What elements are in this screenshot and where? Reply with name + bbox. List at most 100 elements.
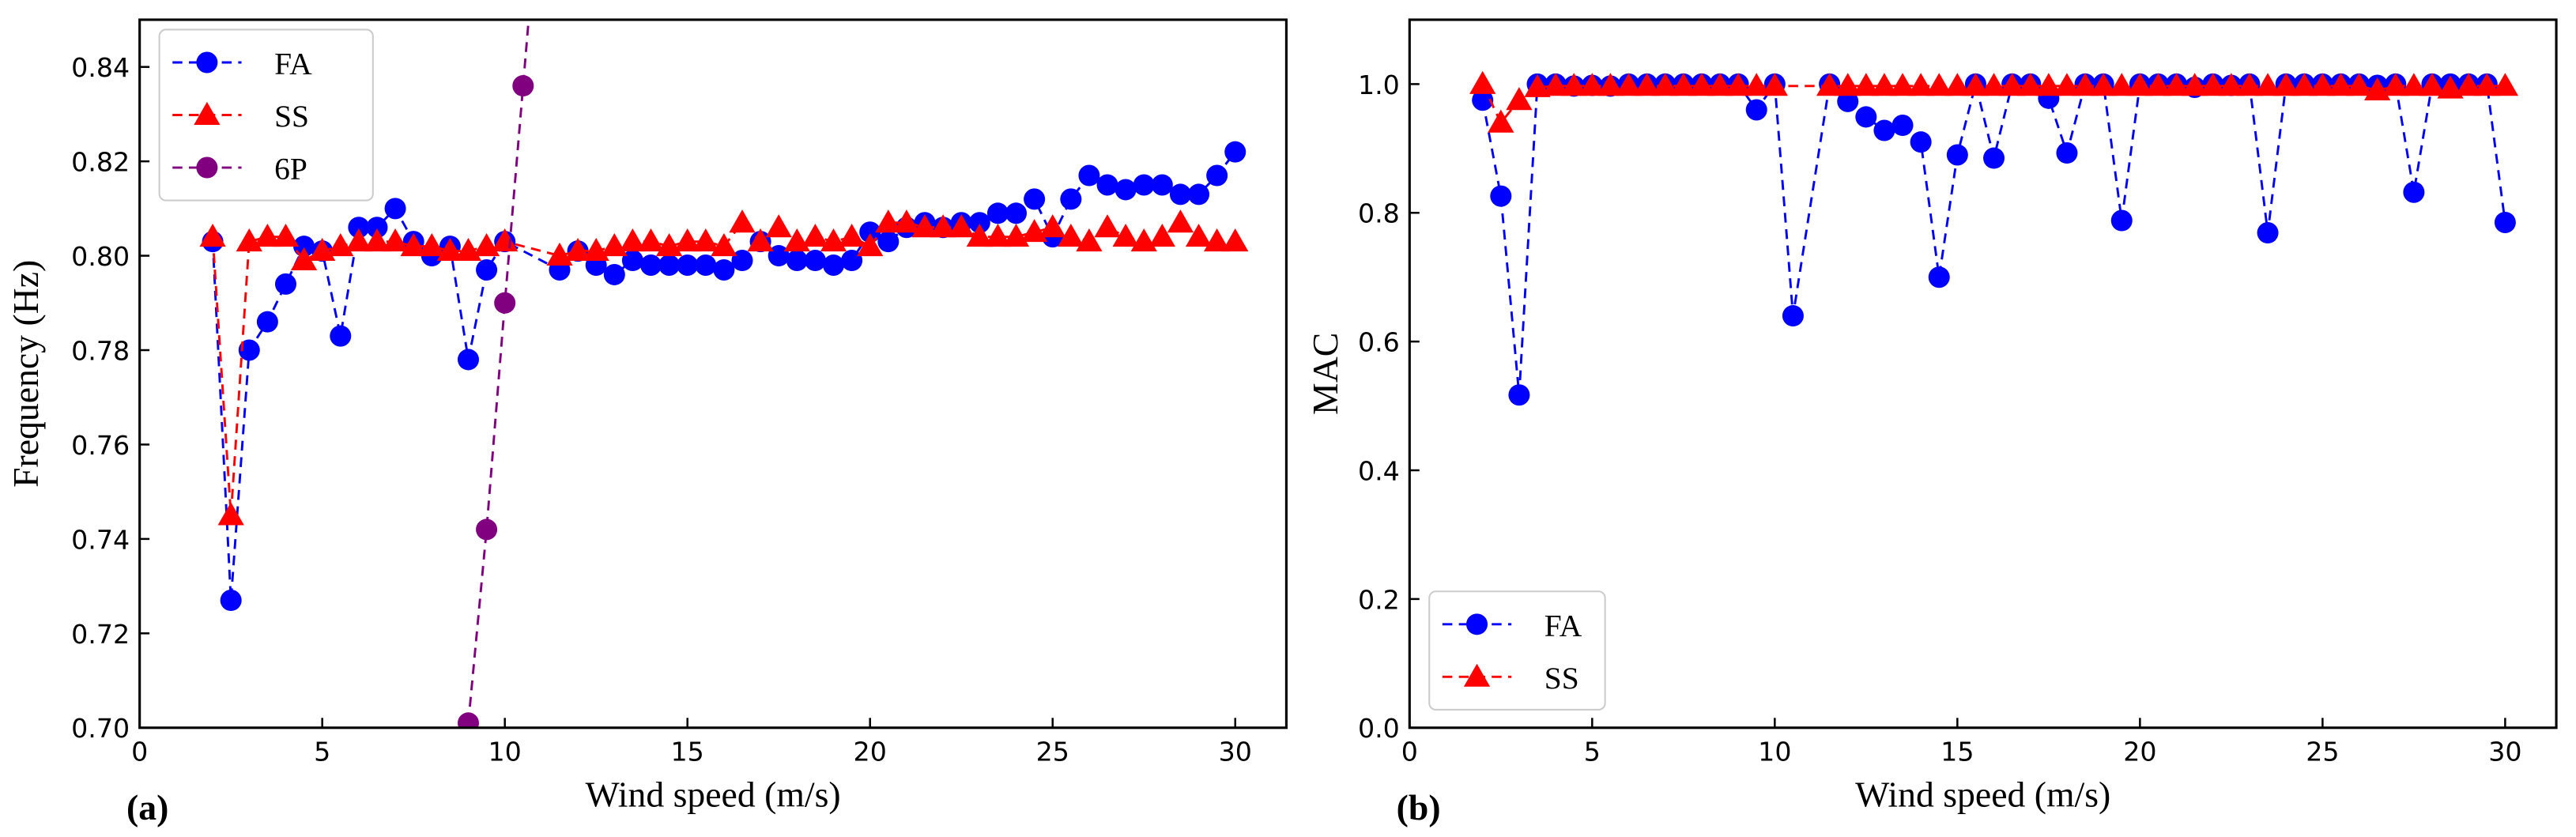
y-tick-label: 0.70 <box>71 713 130 744</box>
data-point <box>238 339 260 361</box>
data-point <box>1112 224 1139 247</box>
data-point <box>1024 188 1046 210</box>
data-point <box>621 250 643 272</box>
legend-marker <box>1463 663 1491 687</box>
data-point <box>1835 73 1861 96</box>
data-point <box>857 232 884 257</box>
data-point <box>330 325 352 347</box>
data-point <box>1204 228 1231 252</box>
data-point <box>2473 73 2500 96</box>
legend-label: SS <box>274 99 309 134</box>
data-point <box>1206 164 1228 187</box>
data-point <box>1983 147 2005 169</box>
data-point <box>1980 73 2008 96</box>
data-point <box>418 232 445 257</box>
x-tick-label: 5 <box>1584 736 1601 767</box>
data-point <box>729 209 756 233</box>
data-point <box>637 228 665 252</box>
legend-marker <box>194 101 221 125</box>
x-tick-label: 20 <box>854 736 887 767</box>
data-point <box>1871 73 1898 96</box>
data-point <box>2072 73 2099 96</box>
data-point <box>1910 131 1932 153</box>
data-point <box>968 212 990 234</box>
y-axis-label: Frequency (Hz) <box>6 260 46 488</box>
data-point <box>217 502 244 526</box>
data-point <box>2126 73 2153 96</box>
data-point <box>290 247 318 271</box>
series-line <box>1481 81 2506 395</box>
data-point <box>1488 109 1514 133</box>
data-point <box>1816 73 1843 96</box>
data-point <box>1743 73 1770 96</box>
legend-marker <box>196 51 218 74</box>
data-point <box>747 228 774 252</box>
data-point <box>2090 73 2117 96</box>
data-point <box>476 258 498 281</box>
data-point <box>713 258 735 281</box>
x-tick-label: 30 <box>1219 736 1252 767</box>
data-point <box>859 221 881 243</box>
data-point <box>838 224 866 247</box>
data-point <box>494 292 516 314</box>
data-point <box>457 712 479 728</box>
data-point <box>1469 70 1496 94</box>
data-point <box>1782 305 1804 327</box>
x-tick-label: 20 <box>2123 736 2156 767</box>
data-point <box>1005 202 1028 224</box>
data-point <box>2110 209 2133 232</box>
data-point <box>1188 183 1210 205</box>
y-tick-label: 0.8 <box>1358 198 1400 229</box>
data-point <box>199 224 226 247</box>
data-point <box>2345 73 2373 96</box>
data-point <box>1169 183 1191 205</box>
data-point <box>2144 73 2172 96</box>
data-point <box>476 518 498 541</box>
data-point <box>786 250 808 272</box>
data-point <box>382 228 409 252</box>
data-point <box>619 228 647 252</box>
y-tick-label: 0.84 <box>71 52 130 83</box>
data-point <box>930 214 956 238</box>
legend-label: 6P <box>274 152 307 187</box>
series-line <box>211 151 1236 601</box>
data-point <box>254 224 281 247</box>
data-point <box>823 254 845 277</box>
y-tick-label: 0.72 <box>71 619 130 650</box>
data-point <box>768 245 790 267</box>
panel-label: (a) <box>126 787 168 828</box>
data-point <box>2035 73 2062 96</box>
legend-label: SS <box>1544 661 1579 696</box>
data-point <box>1837 90 1859 112</box>
x-tick-label: 25 <box>1036 736 1069 767</box>
data-point <box>1761 73 1788 96</box>
data-point <box>2054 73 2080 96</box>
data-point <box>2403 181 2425 203</box>
data-point <box>841 250 863 272</box>
data-point <box>1151 174 1173 196</box>
data-point <box>272 224 300 247</box>
data-point <box>1076 228 1103 252</box>
data-point <box>1615 73 1643 96</box>
data-point <box>986 202 1009 224</box>
data-point <box>220 590 242 612</box>
y-tick-label: 0.76 <box>71 430 130 461</box>
data-point <box>2419 73 2446 96</box>
y-tick-label: 0.0 <box>1358 713 1400 744</box>
data-point <box>1096 174 1118 196</box>
data-point <box>2382 73 2409 96</box>
data-point <box>984 224 1012 247</box>
data-point <box>1946 144 1968 166</box>
data-point <box>1633 73 1661 96</box>
data-point <box>674 228 701 252</box>
data-point <box>893 209 920 233</box>
legend-marker <box>1466 613 1488 635</box>
data-point <box>2200 73 2227 96</box>
data-point <box>492 228 519 252</box>
data-point <box>2218 73 2245 96</box>
data-point <box>804 250 826 272</box>
panel: 0 5 10 15 20 25 30 0.70 0.72 0.74 0.76 0.78 0.80 0.82… <box>6 18 1288 828</box>
y-tick-label: 0.6 <box>1358 327 1400 358</box>
legend-label: FA <box>1544 608 1582 643</box>
